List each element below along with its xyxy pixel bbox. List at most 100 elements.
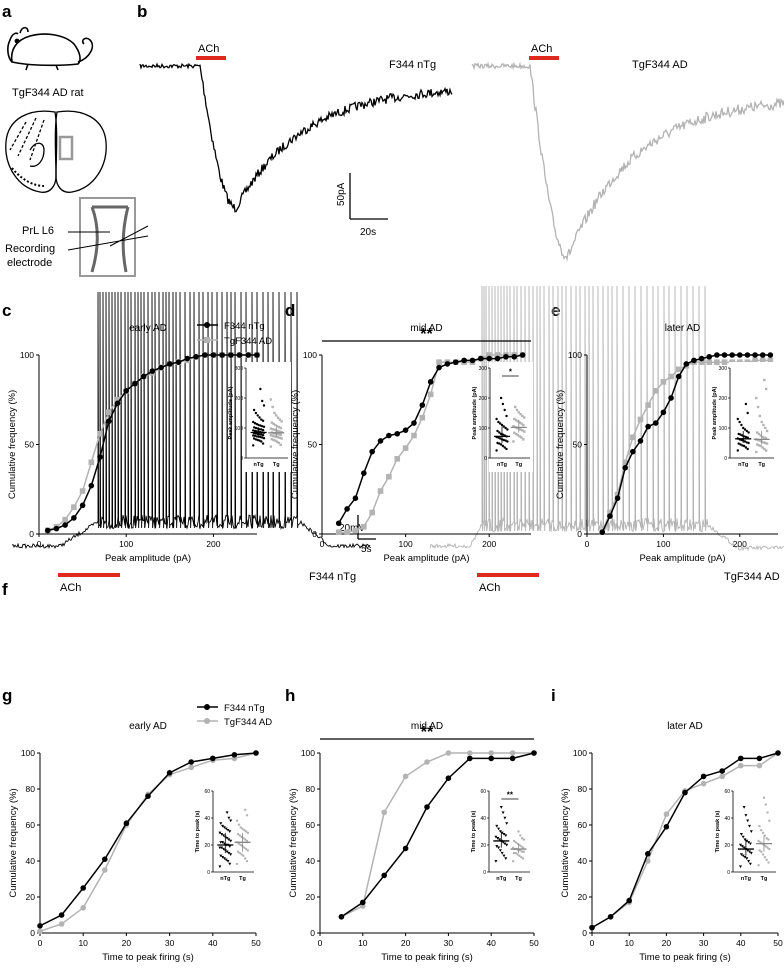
y-axis-label-i: Cumulative frequency (%) <box>560 788 571 897</box>
inset-point-c-ntg <box>254 411 258 415</box>
inset-y-tick-label-d: 200 <box>479 396 488 402</box>
inset-category-label-h: nTg <box>496 876 506 882</box>
x-tick-label-e: 100 <box>656 539 670 549</box>
data-point-g-ntg <box>58 912 65 918</box>
inset-point-g-tg <box>244 808 247 812</box>
data-point-d-ntg <box>511 353 518 360</box>
data-point-i-ntg <box>663 824 670 830</box>
inset-point-i-tg <box>757 864 760 867</box>
data-point-i-tg <box>719 773 725 780</box>
inset-point-g-ntg <box>225 850 229 854</box>
data-point-e-ntg <box>675 373 682 380</box>
inset-point-d-tg <box>521 414 524 418</box>
inset-point-i-tg <box>757 839 760 843</box>
inset-point-d-ntg <box>495 417 498 421</box>
data-point-g-ntg <box>188 759 194 765</box>
legend-c-tg: TgF344 AD <box>224 336 272 347</box>
inset-point-i-ntg <box>747 841 751 844</box>
inset-point-e-ntg <box>738 420 741 424</box>
inset-point-g-tg <box>239 826 242 829</box>
inset-point-c-tg <box>276 416 280 419</box>
data-point-c-tg <box>71 504 77 510</box>
data-point-c-ntg <box>201 352 208 358</box>
ach-label-f-tg: ACh <box>479 582 500 594</box>
y-tick-label-h: 80 <box>306 784 316 794</box>
y-axis-label-e: Cumulative frequency (%) <box>555 390 566 499</box>
data-point-d-ntg <box>486 355 493 362</box>
inset-point-g-ntg <box>226 860 230 863</box>
data-point-d-tg <box>419 414 426 421</box>
y-tick-label-g: 100 <box>21 748 35 758</box>
x-tick-label-c: 100 <box>119 539 133 549</box>
inset-point-e-ntg <box>740 423 743 427</box>
inset-point-d-ntg <box>500 423 504 427</box>
inset-point-d-ntg <box>499 437 502 440</box>
inset-point-i-ntg <box>739 865 742 869</box>
inset-point-e-tg <box>761 435 764 439</box>
inset-i: 0 20 40 60 Time to peak (s) nTg Tg <box>715 785 779 886</box>
data-point-d-tg <box>402 445 409 451</box>
data-point-e-ntg <box>752 352 758 358</box>
scale-label-b-x: 20s <box>360 227 376 238</box>
inset-point-c-tg <box>275 414 278 417</box>
inset-point-h-tg <box>514 851 518 855</box>
x-tick-label-d: 100 <box>399 539 413 549</box>
data-point-g-ntg <box>123 820 130 826</box>
inset-point-d-ntg <box>501 402 505 406</box>
data-point-g-tg <box>58 921 65 927</box>
x-tick-label-i: 10 <box>624 938 634 948</box>
legend-c-ntg: F344 nTg <box>224 321 265 332</box>
inset-point-d-tg <box>514 432 518 436</box>
inset-point-e-tg <box>764 387 768 391</box>
inset-point-h-tg <box>520 855 523 859</box>
inset-point-i-tg <box>759 841 762 844</box>
inset-point-d-tg <box>520 422 523 425</box>
inset-point-c-ntg <box>252 434 255 437</box>
inset-category-label-c: Tg <box>273 462 280 468</box>
x-tick-label-g: 0 <box>38 938 43 948</box>
inset-point-c-ntg <box>256 438 259 442</box>
data-point-c-ntg <box>97 454 103 460</box>
series-line-h-ntg <box>340 752 535 918</box>
y-tick-label-h: 40 <box>306 856 316 866</box>
inset-point-h-ntg <box>494 860 498 863</box>
inset-point-c-tg <box>269 427 273 430</box>
x-tick-label-i: 30 <box>699 938 709 948</box>
data-point-h-ntg <box>467 755 473 762</box>
inset-point-c-tg <box>271 434 274 437</box>
x-tick-label-h: 0 <box>318 938 323 948</box>
inset-point-g-tg <box>237 823 241 826</box>
chart-i: 0 20 40 60 80 100 0 10 20 30 40 50 later AD Time to p… <box>560 721 783 963</box>
inset-point-e-tg <box>764 426 767 430</box>
inset-point-d-ntg <box>499 443 503 446</box>
inset-point-e-ntg <box>736 449 739 452</box>
inset-point-d-tg <box>512 425 515 428</box>
inset-point-e-ntg <box>743 428 747 431</box>
inset-point-g-ntg <box>222 847 225 851</box>
panel-label-h: h <box>285 686 296 705</box>
inset-point-i-tg <box>764 803 767 806</box>
inset-point-g-tg <box>243 846 246 849</box>
inset-point-h-ntg <box>498 838 501 842</box>
x-axis-label-e: Peak amplitude (pA) <box>639 553 725 564</box>
electrode-label-line1: Recording <box>5 243 55 255</box>
data-point-g-ntg <box>37 923 43 929</box>
inset-point-c-tg <box>279 433 282 437</box>
inset-y-tick-label-h: 0 <box>483 870 486 876</box>
inset-point-c-ntg <box>261 399 264 403</box>
data-point-e-ntg <box>622 464 628 471</box>
inset-point-e-ntg <box>744 402 748 406</box>
panel-label-b: b <box>137 2 148 21</box>
inset-y-tick-label-d: 300 <box>479 366 488 372</box>
inset-y-label-c: Peak amplitude (pA) <box>228 386 234 439</box>
data-point-g-tg <box>37 928 43 934</box>
data-point-e-tg <box>630 434 636 441</box>
data-point-i-ntg <box>756 755 763 762</box>
y-tick-label-e: 0 <box>577 529 582 539</box>
inset-point-d-tg <box>522 438 525 441</box>
data-point-d-ntg <box>386 432 392 439</box>
rat-label: TgF344 AD rat <box>12 87 84 99</box>
data-point-d-ntg <box>444 361 451 367</box>
inset-point-c-ntg <box>252 444 255 447</box>
inset-point-i-ntg <box>741 835 745 839</box>
